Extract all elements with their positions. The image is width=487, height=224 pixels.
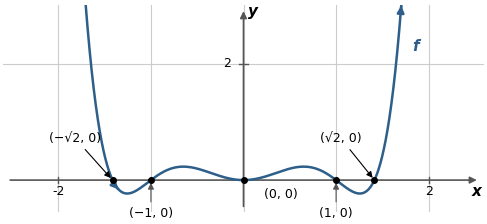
Text: (0, 0): (0, 0) (264, 188, 298, 201)
Text: x: x (472, 184, 482, 199)
Text: 2: 2 (223, 57, 230, 70)
Text: y: y (248, 4, 258, 19)
Text: f: f (412, 39, 419, 54)
Text: -2: -2 (52, 185, 64, 198)
Text: (−√2, 0): (−√2, 0) (49, 132, 110, 177)
Text: (1, 0): (1, 0) (319, 184, 353, 220)
Text: (√2, 0): (√2, 0) (320, 132, 372, 177)
Text: (−1, 0): (−1, 0) (129, 184, 173, 220)
Text: 2: 2 (425, 185, 432, 198)
